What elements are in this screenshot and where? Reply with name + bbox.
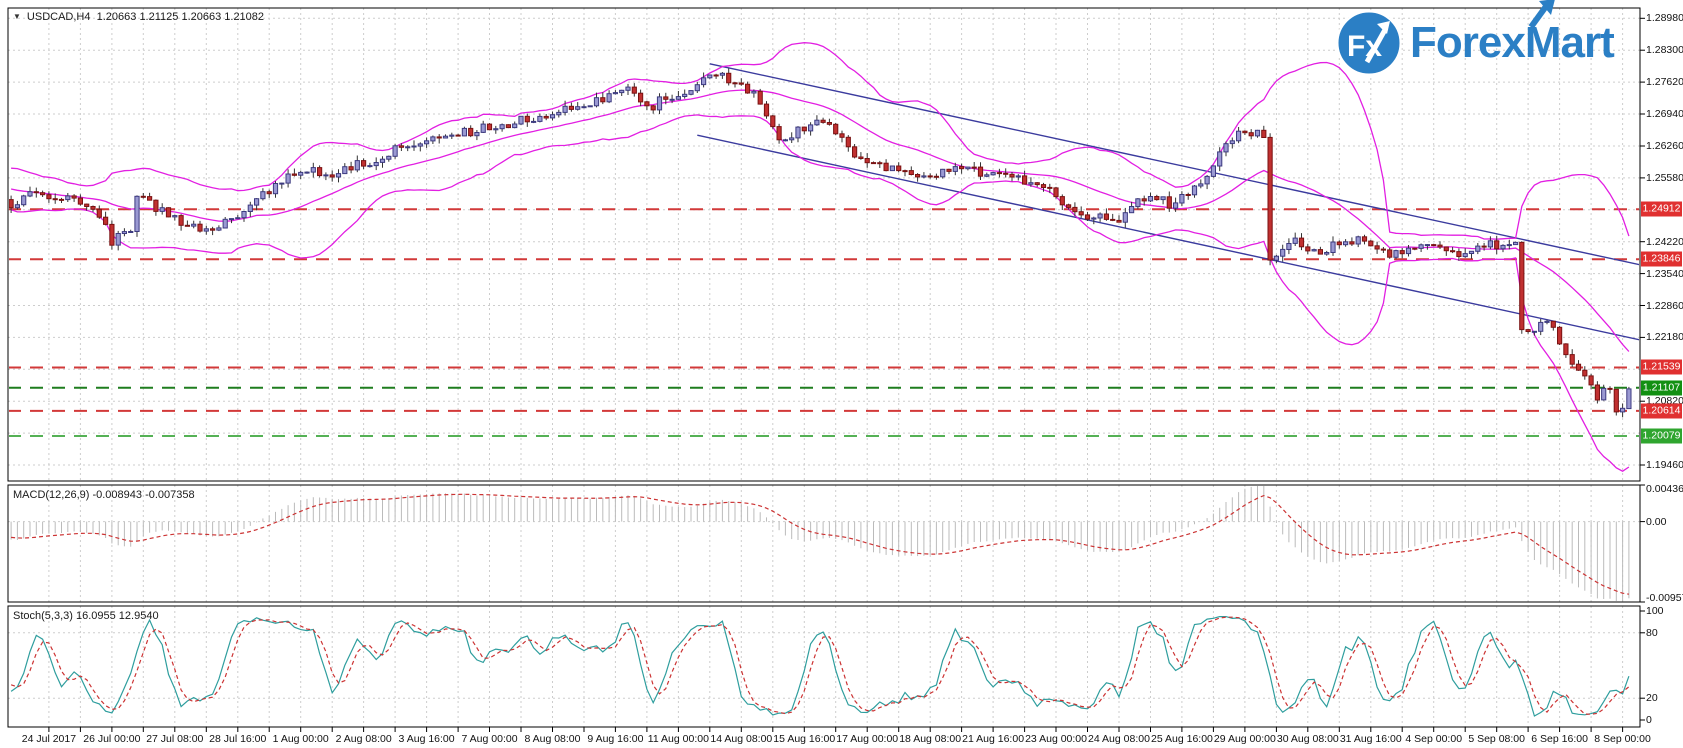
time-axis-label: 1 Aug 00:00	[272, 733, 329, 745]
time-axis-label: 8 Sep 00:00	[1594, 733, 1651, 745]
time-axis-label: 18 Aug 08:00	[899, 733, 962, 745]
price-level-badge: 1.21107	[1641, 380, 1682, 396]
stoch-scale-label: 0	[1646, 714, 1652, 726]
price-level-badge: 1.24912	[1641, 201, 1682, 217]
symbol-ohlc-values: 1.20663 1.21125 1.20663 1.21082	[96, 11, 265, 23]
macd-signal-line	[11, 493, 1629, 595]
candlesticks	[9, 68, 1632, 418]
price-tick-label: 1.25580	[1646, 171, 1683, 184]
stoch-d-line	[10, 616, 1630, 715]
macd-scale-min: -0.009577	[1646, 592, 1683, 604]
price-tick-label: 1.26940	[1646, 108, 1683, 121]
forexmart-logo: Fx ForexMart	[1336, 0, 1615, 76]
price-level-badge: 1.20614	[1641, 403, 1682, 419]
time-axis-label: 24 Jul 2017	[21, 733, 77, 745]
stoch-scale-label: 100	[1646, 605, 1664, 617]
stoch-indicator-label: Stoch(5,3,3) 16.0955 12.9540	[13, 610, 159, 622]
price-level-lines	[9, 208, 1639, 437]
price-axis[interactable]: 1.28980 1.28300 1.27620 1.26940 1.26260 1.255…	[1641, 0, 1683, 748]
symbol-name: USDCAD,H4	[26, 11, 91, 23]
time-axis-label: 30 Aug 08:00	[1276, 733, 1339, 745]
price-tick-label: 1.26260	[1646, 139, 1683, 152]
time-axis-label: 28 Jul 16:00	[209, 733, 267, 745]
price-tick-label: 1.22180	[1646, 331, 1683, 344]
time-axis-label: 26 Jul 00:00	[83, 733, 141, 745]
chart-title: ▼ USDCAD,H4 1.20663 1.21125 1.20663 1.210…	[13, 11, 264, 23]
time-axis-label: 29 Aug 00:00	[1213, 733, 1276, 745]
time-axis-label: 4 Sep 00:00	[1405, 733, 1463, 745]
time-axis-label: 24 Aug 08:00	[1088, 733, 1150, 745]
price-level-badge: 1.21539	[1641, 359, 1682, 375]
time-axis-label: 3 Aug 16:00	[398, 733, 455, 745]
macd-histogram	[10, 486, 1630, 601]
time-axis-label: 11 Aug 00:00	[647, 733, 709, 745]
macd-indicator-label: MACD(12,26,9) -0.008943 -0.007358	[13, 489, 195, 501]
time-axis-label: 31 Aug 16:00	[1339, 733, 1402, 745]
price-level-badge: 1.23846	[1641, 251, 1682, 267]
time-axis-label: 25 Aug 16:00	[1150, 733, 1213, 745]
time-axis-label: 23 Aug 00:00	[1025, 733, 1087, 745]
time-axis-label: 8 Aug 08:00	[524, 733, 581, 745]
logo-arrow-icon	[1528, 0, 1555, 29]
panel-borders	[7, 7, 1641, 728]
trend-channel-lines[interactable]	[697, 63, 1641, 341]
forexmart-logo-icon: Fx	[1336, 10, 1402, 76]
price-tick-label: 1.27620	[1646, 76, 1683, 89]
forexmart-logo-text: ForexMart	[1410, 0, 1615, 75]
time-axis-label: 5 Sep 08:00	[1468, 733, 1525, 745]
symbol-dropdown-icon[interactable]: ▼	[13, 12, 21, 21]
price-tick-label: 1.28300	[1646, 44, 1683, 57]
logo-text-forex: Forex	[1410, 18, 1526, 67]
logo-text-mart: Mart	[1524, 18, 1615, 67]
price-tick-label: 1.22860	[1646, 299, 1683, 312]
time-axis-label: 7 Aug 00:00	[461, 733, 518, 745]
time-axis-label: 2 Aug 08:00	[335, 733, 392, 745]
price-tick-label: 1.19460	[1646, 459, 1683, 472]
bollinger-bands	[10, 42, 1630, 472]
price-tick-label: 1.24220	[1646, 235, 1683, 248]
time-axis-label: 15 Aug 16:00	[773, 733, 836, 745]
price-tick-label: 1.28980	[1646, 12, 1683, 25]
time-axis-label: 9 Aug 16:00	[587, 733, 644, 745]
time-axis-label: 21 Aug 16:00	[962, 733, 1025, 745]
stoch-scale-label: 20	[1646, 692, 1658, 705]
axis-tick-marks	[48, 17, 1645, 732]
macd-scale-max: 0.004366	[1646, 483, 1683, 495]
time-axis-label: 14 Aug 08:00	[710, 733, 773, 745]
time-axis-label: 27 Jul 08:00	[146, 733, 204, 745]
price-tick-label: 1.23540	[1646, 267, 1683, 280]
time-axis-label: 17 Aug 00:00	[836, 733, 899, 745]
time-axis-label: 6 Sep 16:00	[1531, 733, 1588, 745]
stoch-scale-label: 80	[1646, 626, 1658, 639]
price-level-badge: 1.20079	[1641, 428, 1682, 444]
macd-scale-zero: 0.00	[1646, 515, 1667, 528]
